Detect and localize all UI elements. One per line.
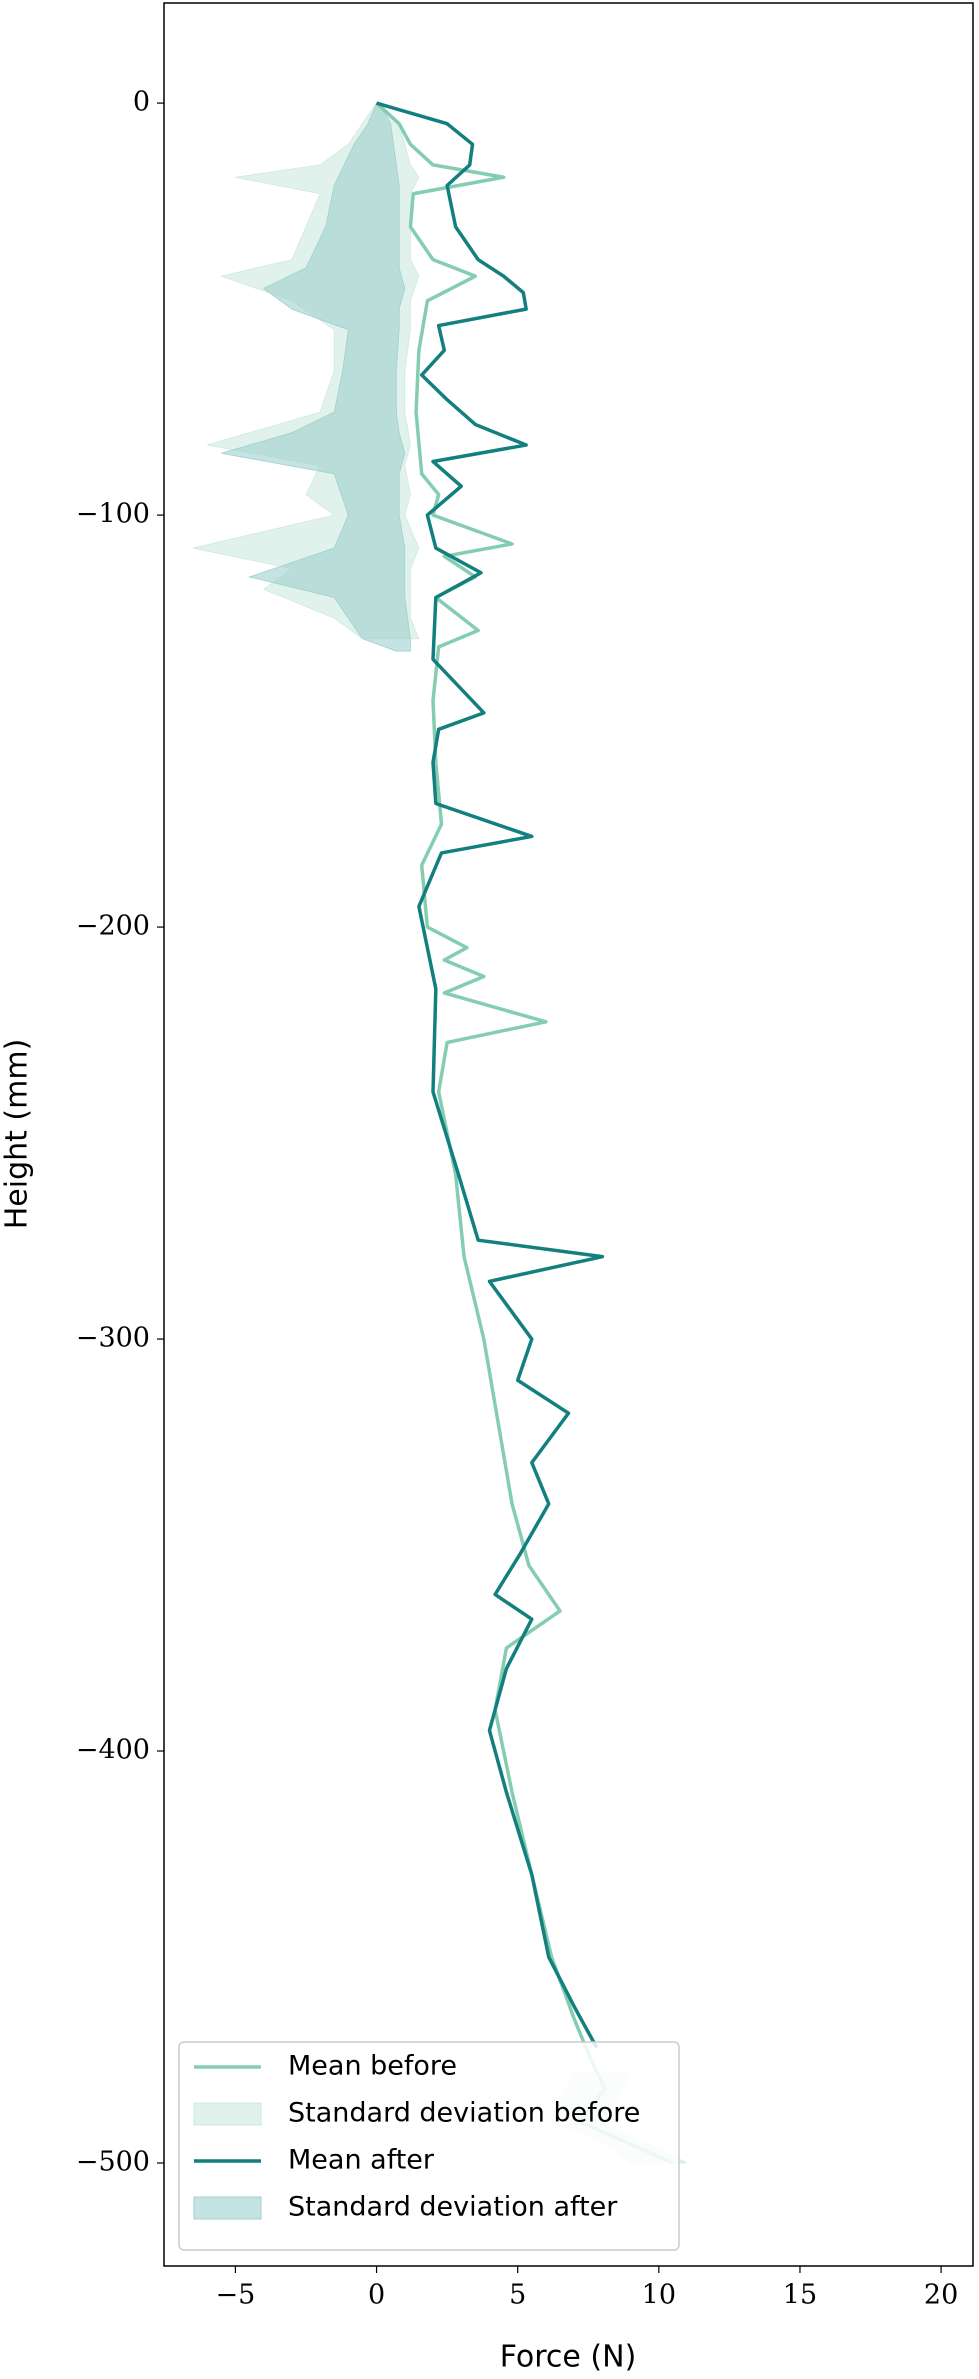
legend-box bbox=[178, 2041, 680, 2251]
x-axis-label: Force (N) bbox=[500, 2340, 637, 2375]
legend-label: Standard deviation before bbox=[288, 2098, 640, 2129]
legend-swatch bbox=[193, 2102, 262, 2126]
y-tick-label: −100 bbox=[76, 499, 150, 530]
y-tick-label: −300 bbox=[76, 1323, 150, 1354]
y-tick-label: −500 bbox=[76, 2147, 150, 2178]
x-tick-label: 10 bbox=[642, 2280, 676, 2311]
legend-label: Standard deviation after bbox=[288, 2192, 618, 2223]
y-axis-label: Height (mm) bbox=[0, 1039, 35, 1230]
x-tick-label: −5 bbox=[216, 2280, 256, 2311]
std-band bbox=[221, 102, 411, 652]
y-tick-label: 0 bbox=[133, 87, 150, 118]
legend: Mean before Standard deviation before Mean… bbox=[178, 2041, 680, 2251]
plot-frame bbox=[163, 2, 974, 2267]
legend-label: Mean before bbox=[288, 2051, 457, 2082]
legend-swatch bbox=[193, 2196, 262, 2220]
legend-label: Mean after bbox=[288, 2145, 435, 2176]
x-tick-label: 20 bbox=[924, 2280, 958, 2311]
x-tick-label: 15 bbox=[783, 2280, 817, 2311]
y-tick-label: −400 bbox=[76, 1735, 150, 1766]
x-tick-label: 5 bbox=[509, 2280, 526, 2311]
x-tick-label: 0 bbox=[368, 2280, 385, 2311]
y-tick-label: −200 bbox=[76, 911, 150, 942]
mean-line bbox=[376, 101, 605, 2049]
